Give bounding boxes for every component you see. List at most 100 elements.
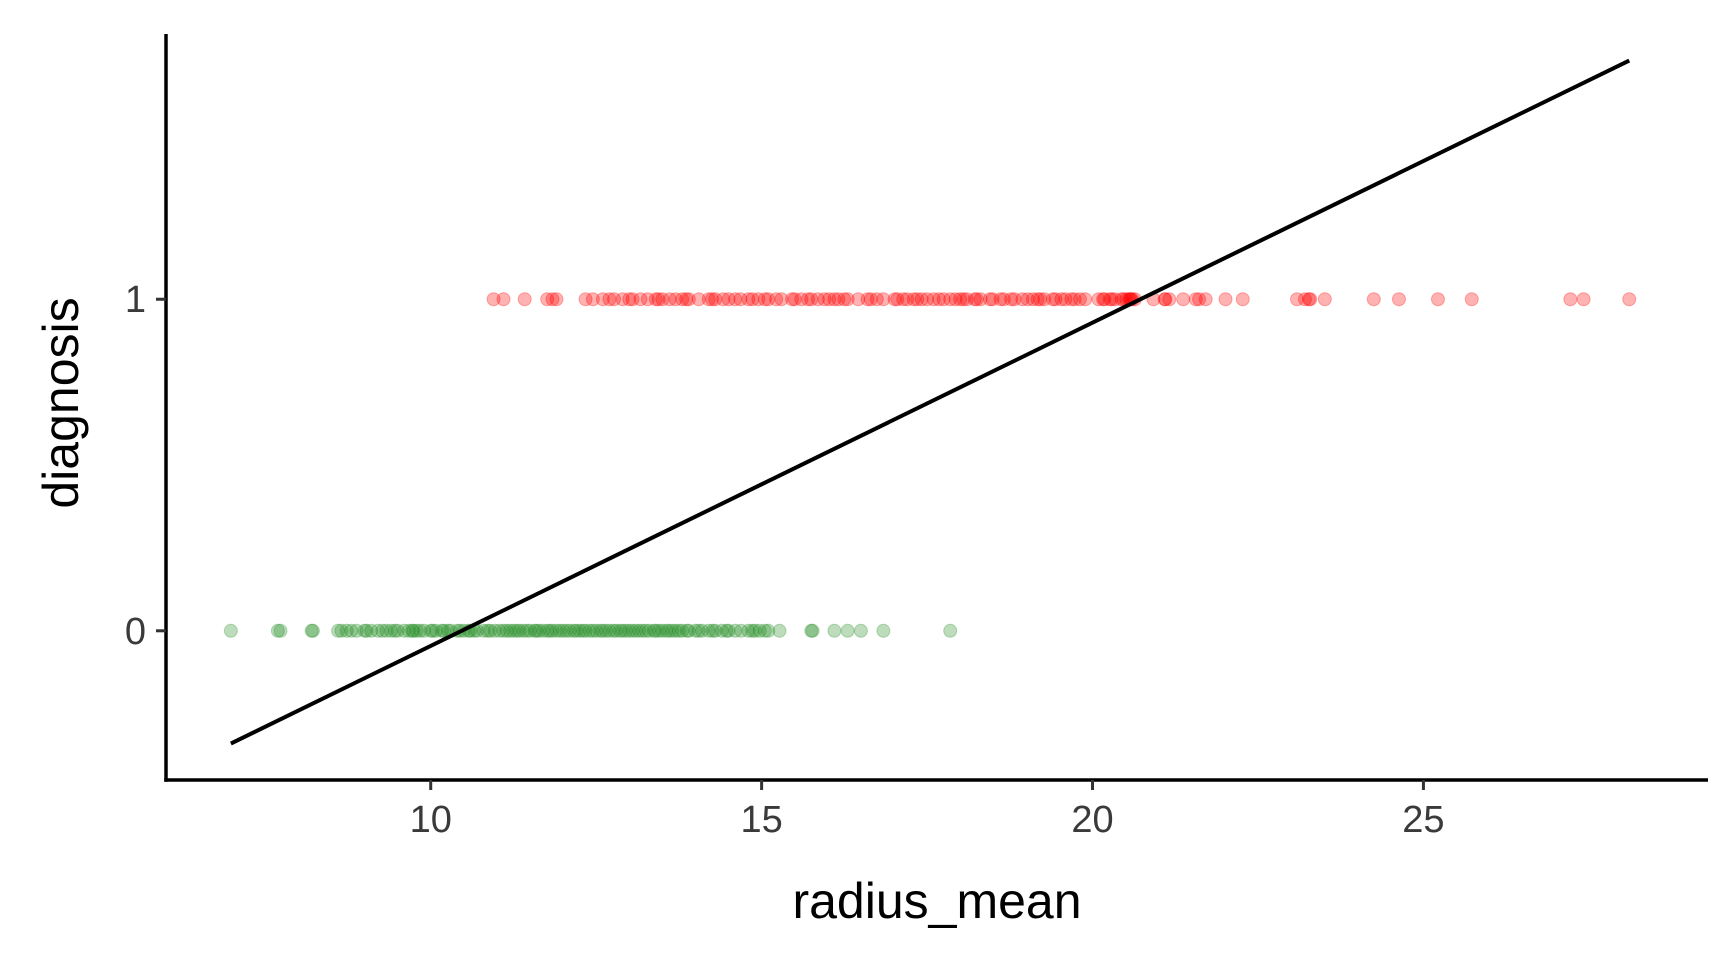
data-point <box>417 623 432 638</box>
data-point <box>1004 292 1019 307</box>
data-point <box>413 623 428 638</box>
points-diagnosis-0 <box>223 623 958 638</box>
data-point <box>662 292 677 307</box>
data-point <box>691 623 706 638</box>
data-point <box>595 623 610 638</box>
data-point <box>1622 292 1637 307</box>
data-point <box>1391 292 1406 307</box>
data-point <box>384 623 399 638</box>
data-point <box>529 623 544 638</box>
data-point <box>575 623 590 638</box>
data-point <box>794 292 809 307</box>
data-point <box>540 623 555 638</box>
data-point <box>1045 292 1060 307</box>
data-point <box>618 623 633 638</box>
data-point <box>741 623 756 638</box>
data-point <box>840 623 855 638</box>
x-tick-label: 10 <box>410 799 452 841</box>
data-point <box>334 623 349 638</box>
data-point <box>827 623 842 638</box>
data-point <box>633 292 648 307</box>
data-point <box>1102 292 1117 307</box>
data-point <box>840 292 855 307</box>
data-point <box>785 292 800 307</box>
data-point <box>270 623 285 638</box>
data-point <box>708 623 723 638</box>
data-point <box>304 623 319 638</box>
data-point <box>480 623 495 638</box>
data-point <box>339 623 354 638</box>
data-point <box>589 623 604 638</box>
data-point <box>503 623 518 638</box>
data-point <box>622 292 637 307</box>
data-point <box>1290 292 1305 307</box>
data-point <box>519 623 534 638</box>
data-point <box>996 292 1011 307</box>
data-point <box>1037 292 1052 307</box>
data-point <box>559 623 574 638</box>
data-point <box>1064 292 1079 307</box>
x-tick-label: 20 <box>1071 799 1113 841</box>
data-point <box>492 623 507 638</box>
data-point <box>562 623 577 638</box>
data-point <box>734 623 749 638</box>
data-point <box>349 623 364 638</box>
data-point <box>638 623 653 638</box>
x-axis-ticks: 10 15 20 25 <box>410 780 1445 841</box>
data-point <box>370 623 385 638</box>
data-point <box>787 292 802 307</box>
data-point <box>486 292 501 307</box>
data-point <box>704 292 719 307</box>
data-point <box>1067 292 1082 307</box>
data-point <box>331 623 346 638</box>
data-point <box>429 623 444 638</box>
data-point <box>375 623 390 638</box>
data-point <box>401 623 416 638</box>
data-point <box>1464 292 1479 307</box>
data-point <box>863 292 878 307</box>
data-point <box>578 623 593 638</box>
data-point <box>522 623 537 638</box>
data-point <box>675 292 690 307</box>
data-point <box>615 623 630 638</box>
data-point <box>741 292 756 307</box>
data-point <box>545 623 560 638</box>
data-point <box>635 623 650 638</box>
data-point <box>679 292 694 307</box>
data-point <box>827 292 842 307</box>
data-point <box>701 623 716 638</box>
data-point <box>655 623 670 638</box>
data-point <box>681 623 696 638</box>
data-point <box>896 292 911 307</box>
data-point <box>1430 292 1445 307</box>
data-point <box>906 292 921 307</box>
data-point <box>578 292 593 307</box>
data-point <box>853 623 868 638</box>
data-point <box>1114 292 1129 307</box>
data-point <box>1033 292 1048 307</box>
data-point <box>509 623 524 638</box>
data-point <box>642 623 657 638</box>
data-point <box>1097 292 1112 307</box>
data-point <box>506 623 521 638</box>
data-point <box>705 623 720 638</box>
data-point <box>517 292 532 307</box>
data-point <box>397 623 412 638</box>
data-point <box>542 623 557 638</box>
data-point <box>628 623 643 638</box>
data-point <box>752 623 767 638</box>
data-point <box>496 623 511 638</box>
data-point <box>982 292 997 307</box>
data-point <box>931 292 946 307</box>
data-point <box>943 623 958 638</box>
data-point <box>728 623 743 638</box>
data-point <box>655 292 670 307</box>
x-tick-label: 25 <box>1402 799 1444 841</box>
data-point <box>1072 292 1087 307</box>
data-point <box>887 292 902 307</box>
data-point <box>774 292 789 307</box>
data-point <box>721 292 736 307</box>
data-point <box>379 623 394 638</box>
data-point <box>1096 292 1111 307</box>
